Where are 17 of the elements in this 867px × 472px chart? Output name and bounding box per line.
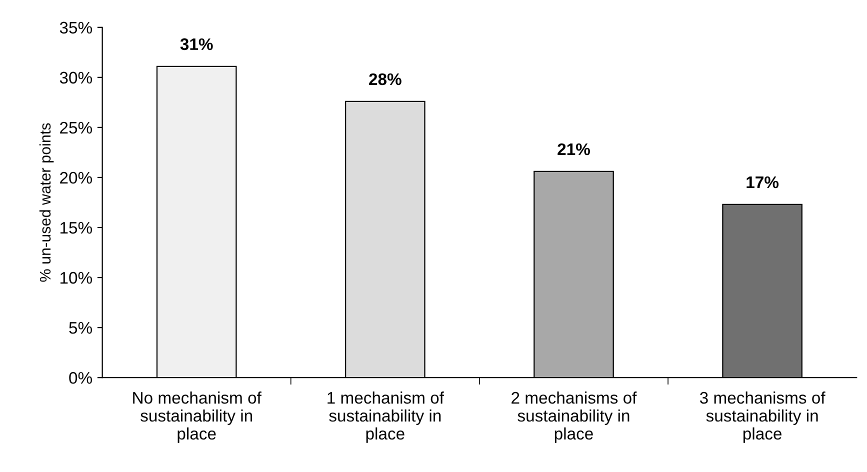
y-tick-label: 20% (60, 172, 92, 184)
x-tick-label: 2 mechanisms of sustainability in place (512, 391, 637, 443)
y-tick-label: 0% (69, 372, 92, 384)
data-label: 28% (369, 73, 402, 86)
x-tick-label: 1 mechanism of sustainability in place (328, 391, 444, 443)
x-tick-label: 3 mechanisms of sustainability in place (700, 391, 826, 443)
y-tick-label: 30% (60, 72, 92, 84)
y-tick-label: 10% (60, 272, 92, 284)
data-label: 21% (558, 143, 590, 156)
data-label: 17% (746, 176, 779, 188)
y-tick-label: 5% (69, 322, 92, 334)
data-label: 31% (180, 38, 213, 50)
y-tick-label: 15% (60, 222, 92, 234)
y-tick-label: 25% (60, 122, 92, 134)
y-axis-title: % un-used water points (39, 123, 54, 282)
x-tick-label: No mechanism of sustainability in place (133, 391, 262, 443)
y-tick-label: 35% (60, 22, 92, 34)
